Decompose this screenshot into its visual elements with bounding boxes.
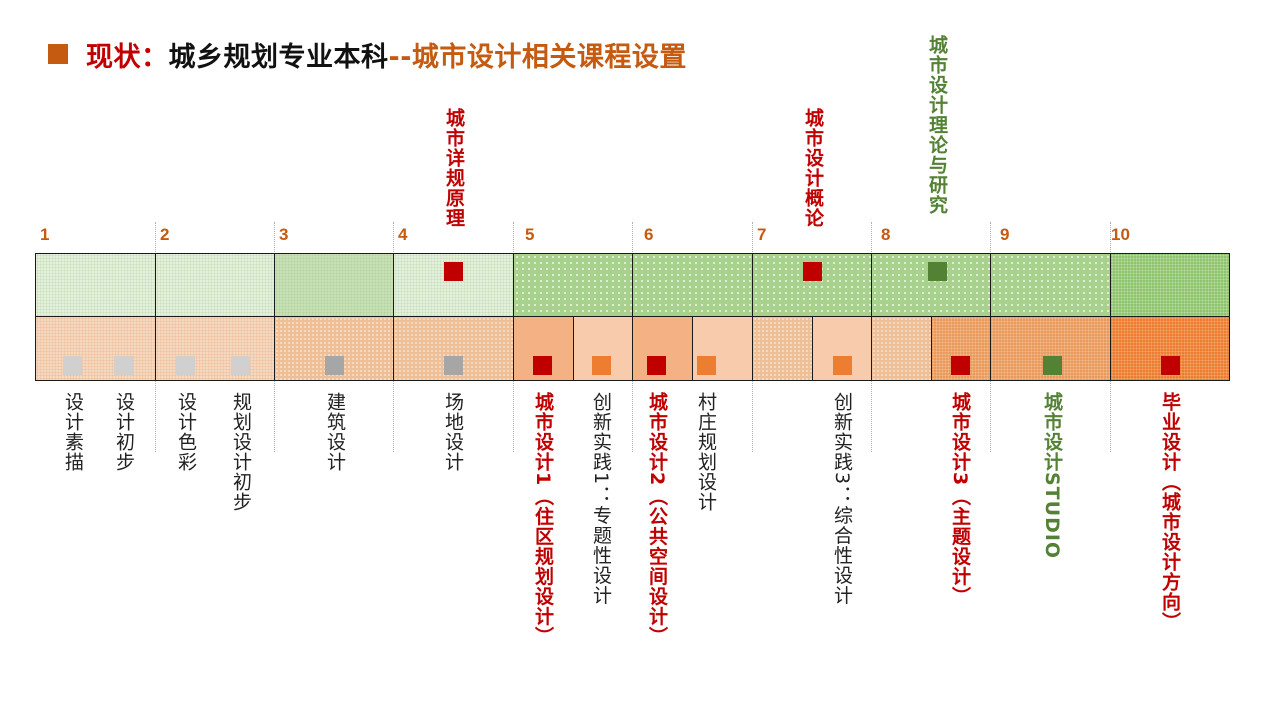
- studio-label-urban-design-3: 城市设计3（主题设计）: [949, 392, 971, 607]
- theory-cell-sem9: [990, 253, 1111, 317]
- semester-number-5: 5: [525, 225, 535, 244]
- studio-label-urban-design-1: 城市设计1（住区规划设计）: [532, 392, 554, 647]
- studio-cell-sem9: [990, 316, 1111, 381]
- title-bullet-icon: [48, 44, 68, 64]
- theory-cell-sem7: [752, 253, 872, 317]
- studio-marker-red: [533, 356, 552, 375]
- semester-number-3: 3: [279, 225, 289, 244]
- title-suffix: --城市设计相关课程设置: [388, 41, 687, 73]
- studio-marker-orange: [833, 356, 852, 375]
- semester-number-9: 9: [1000, 225, 1010, 244]
- studio-cell-sem8a: [871, 316, 932, 381]
- semester-number-7: 7: [757, 225, 767, 244]
- theory-marker-green: [928, 262, 947, 281]
- theory-label-urban-design-theory: 城市设计理论与研究: [926, 35, 948, 215]
- theory-cell-sem6: [632, 253, 753, 317]
- studio-cell-sem7a: [752, 316, 813, 381]
- semester-number-2: 2: [160, 225, 170, 244]
- studio-marker-gray-dark: [325, 356, 344, 375]
- semester-number-8: 8: [881, 225, 891, 244]
- semester-number-6: 6: [644, 225, 654, 244]
- studio-label-architecture: 建筑设计: [324, 392, 346, 472]
- studio-marker-green: [1043, 356, 1062, 375]
- studio-marker-gray: [63, 356, 82, 375]
- studio-cell-sem1: [35, 316, 156, 381]
- studio-marker-orange: [697, 356, 716, 375]
- theory-label-urban-detailed-planning: 城市详规原理: [443, 108, 465, 228]
- theory-cell-sem5: [513, 253, 633, 317]
- studio-marker-red: [1161, 356, 1180, 375]
- studio-marker-gray: [231, 356, 250, 375]
- title-prefix: 现状：: [86, 41, 169, 73]
- studio-label-design-color: 设计色彩: [175, 392, 197, 472]
- theory-label-urban-design-intro: 城市设计概论: [802, 108, 824, 228]
- studio-marker-gray: [176, 356, 195, 375]
- studio-marker-red: [951, 356, 970, 375]
- studio-label-village-planning: 村庄规划设计: [695, 392, 717, 512]
- page-title: 现状： 城乡规划专业本科 --城市设计相关课程设置: [48, 37, 687, 73]
- semester-number-1: 1: [40, 225, 50, 244]
- semester-number-10: 10: [1111, 225, 1130, 244]
- studio-label-graduation-design: 毕业设计（城市设计方向）: [1159, 392, 1181, 632]
- studio-label-innovation-1: 创新实践1：专题性设计: [590, 392, 612, 606]
- theory-cell-sem1: [35, 253, 156, 317]
- studio-cell-sem5a: [513, 316, 574, 381]
- studio-label-urban-design-studio: 城市设计STUDIO: [1041, 392, 1063, 560]
- studio-marker-gray-dark: [444, 356, 463, 375]
- studio-label-innovation-3: 创新实践3：综合性设计: [831, 392, 853, 606]
- studio-label-urban-design-2: 城市设计2（公共空间设计）: [646, 392, 668, 647]
- semester-number-4: 4: [398, 225, 408, 244]
- title-main: 城乡规划专业本科: [168, 41, 389, 73]
- theory-cell-sem2: [155, 253, 275, 317]
- studio-label-design-basics: 设计初步: [113, 392, 135, 472]
- theory-marker-red: [444, 262, 463, 281]
- theory-cell-sem3: [274, 253, 394, 317]
- studio-marker-red: [647, 356, 666, 375]
- studio-label-design-sketch: 设计素描: [62, 392, 84, 472]
- theory-cell-sem10: [1110, 253, 1230, 317]
- studio-marker-gray: [114, 356, 133, 375]
- theory-marker-red: [803, 262, 822, 281]
- studio-label-planning-basics: 规划设计初步: [230, 392, 252, 512]
- studio-label-site-design: 场地设计: [442, 392, 464, 472]
- studio-cell-sem2: [155, 316, 275, 381]
- studio-marker-orange: [592, 356, 611, 375]
